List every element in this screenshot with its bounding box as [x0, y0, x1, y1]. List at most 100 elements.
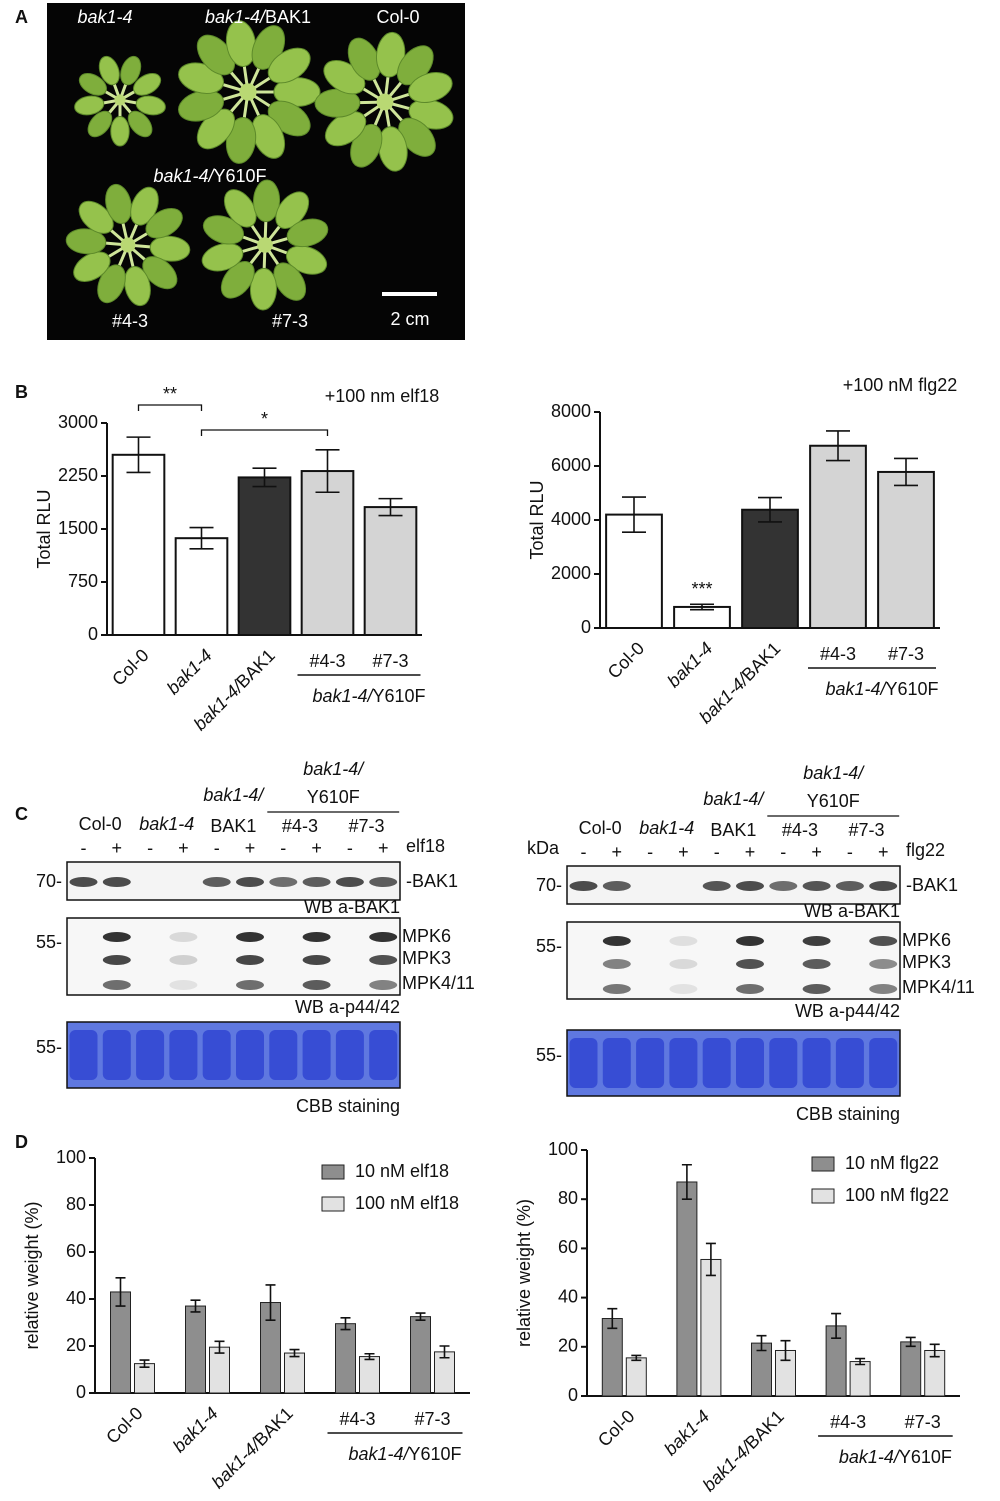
- lane-label: #7-3: [849, 820, 885, 840]
- leaf-blade: [273, 262, 307, 301]
- error-bar: [265, 1284, 276, 1321]
- band: [802, 959, 831, 969]
- unit-label: kDa: [527, 838, 560, 858]
- legend-label: 100 nM elf18: [355, 1193, 459, 1213]
- marker: 70-: [36, 871, 62, 891]
- x-tick-label: #4-3: [820, 644, 856, 664]
- leaf-blade: [149, 235, 191, 262]
- cbb-lane: [236, 1030, 264, 1080]
- y-tick-label: 100: [56, 1147, 86, 1167]
- bar: [284, 1352, 305, 1394]
- cbb-lane: [335, 1030, 364, 1080]
- treatment-sign: +: [612, 842, 623, 862]
- treatment-sign: -: [847, 842, 853, 862]
- leaf-blade: [202, 215, 245, 245]
- cbb-lane: [669, 1038, 698, 1088]
- blot-caption: WB a-p44/42: [795, 1001, 900, 1021]
- cbb-lane: [202, 1030, 231, 1080]
- y-tick-label: 2000: [551, 563, 591, 583]
- band: [869, 881, 898, 891]
- error-bar: [622, 496, 646, 533]
- bar: [849, 1361, 871, 1397]
- band: [802, 881, 831, 891]
- photo-label: #7-3: [272, 311, 308, 331]
- error-bar: [439, 1345, 450, 1359]
- band: [802, 984, 831, 994]
- bar: [676, 1181, 698, 1397]
- band-label: MPK3: [902, 952, 951, 972]
- leaf-blade: [220, 261, 255, 299]
- treatment-label: elf18: [406, 836, 445, 856]
- error-bar: [831, 1312, 842, 1339]
- group-label: bak1-4/Y610F: [348, 1444, 461, 1464]
- rosette-center: [120, 237, 136, 253]
- cbb-lane: [102, 1030, 131, 1080]
- band: [102, 932, 131, 942]
- blot-caption: WB a-BAK1: [804, 901, 900, 921]
- cbb-lane: [269, 1030, 298, 1080]
- lane-label: Y610F: [807, 791, 860, 811]
- x-tick-label: #7-3: [414, 1409, 450, 1429]
- band-label: -BAK1: [406, 871, 458, 891]
- leaf: [220, 244, 267, 299]
- treatment-sign: +: [678, 842, 689, 862]
- leaf: [127, 243, 178, 290]
- band: [335, 877, 364, 887]
- bar: [741, 508, 799, 629]
- band: [669, 984, 698, 994]
- bar: [110, 1291, 131, 1394]
- band: [169, 932, 198, 942]
- band: [736, 936, 764, 946]
- bar: [363, 506, 418, 636]
- error-bar: [364, 1352, 375, 1361]
- cbb-lane: [802, 1038, 831, 1088]
- treatment-sign: -: [147, 838, 153, 858]
- panel-label: C: [15, 804, 28, 824]
- lane-label: BAK1: [710, 820, 756, 840]
- x-tick-label: bak1-4: [660, 1406, 713, 1459]
- cbb-lane: [136, 1030, 165, 1080]
- band: [236, 877, 264, 887]
- error-bar: [139, 1359, 150, 1368]
- band: [302, 877, 331, 887]
- leaf-blade: [267, 47, 311, 84]
- treatment-sign: +: [245, 838, 256, 858]
- bar: [700, 1258, 722, 1397]
- leaf-blade: [223, 189, 257, 228]
- y-axis-label: Total RLU: [34, 489, 54, 568]
- photo-label: bak1-4/BAK1: [205, 7, 311, 27]
- leaf-blade: [130, 186, 159, 226]
- error-bar: [340, 1317, 351, 1331]
- lane-label: Col-0: [579, 818, 622, 838]
- cbb-lane: [835, 1038, 864, 1088]
- leaf-blade: [124, 266, 151, 307]
- blot-caption: CBB staining: [296, 1096, 400, 1116]
- leaf-blade: [201, 242, 244, 272]
- blot-caption: WB a-BAK1: [304, 897, 400, 917]
- x-tick-label: bak1-4: [163, 645, 216, 698]
- leaf-blade: [78, 200, 114, 234]
- band: [102, 955, 131, 965]
- legend-label: 100 nM flg22: [845, 1185, 949, 1205]
- x-tick-label: #4-3: [339, 1409, 375, 1429]
- band-label: MPK6: [402, 926, 451, 946]
- x-tick-label: Col-0: [102, 1403, 147, 1448]
- rosette-center: [239, 83, 257, 101]
- y-tick-label: 2250: [58, 465, 98, 485]
- leaf-blade: [249, 267, 277, 311]
- y-tick-label: 80: [558, 1188, 578, 1208]
- treatment-sign: -: [214, 838, 220, 858]
- band: [602, 936, 631, 946]
- y-tick-label: 40: [66, 1288, 86, 1308]
- leaf-blade: [74, 95, 105, 116]
- lane-label: bak1-4/: [303, 759, 365, 779]
- lane-label: BAK1: [210, 816, 256, 836]
- bar: [877, 470, 935, 629]
- y-tick-label: 750: [68, 571, 98, 591]
- x-tick-label: bak1-4: [663, 638, 716, 691]
- y-tick-label: 0: [88, 624, 98, 644]
- x-tick-label: #4-3: [309, 651, 345, 671]
- error-bar: [378, 497, 403, 517]
- bar: [111, 453, 166, 636]
- leaf: [124, 244, 151, 307]
